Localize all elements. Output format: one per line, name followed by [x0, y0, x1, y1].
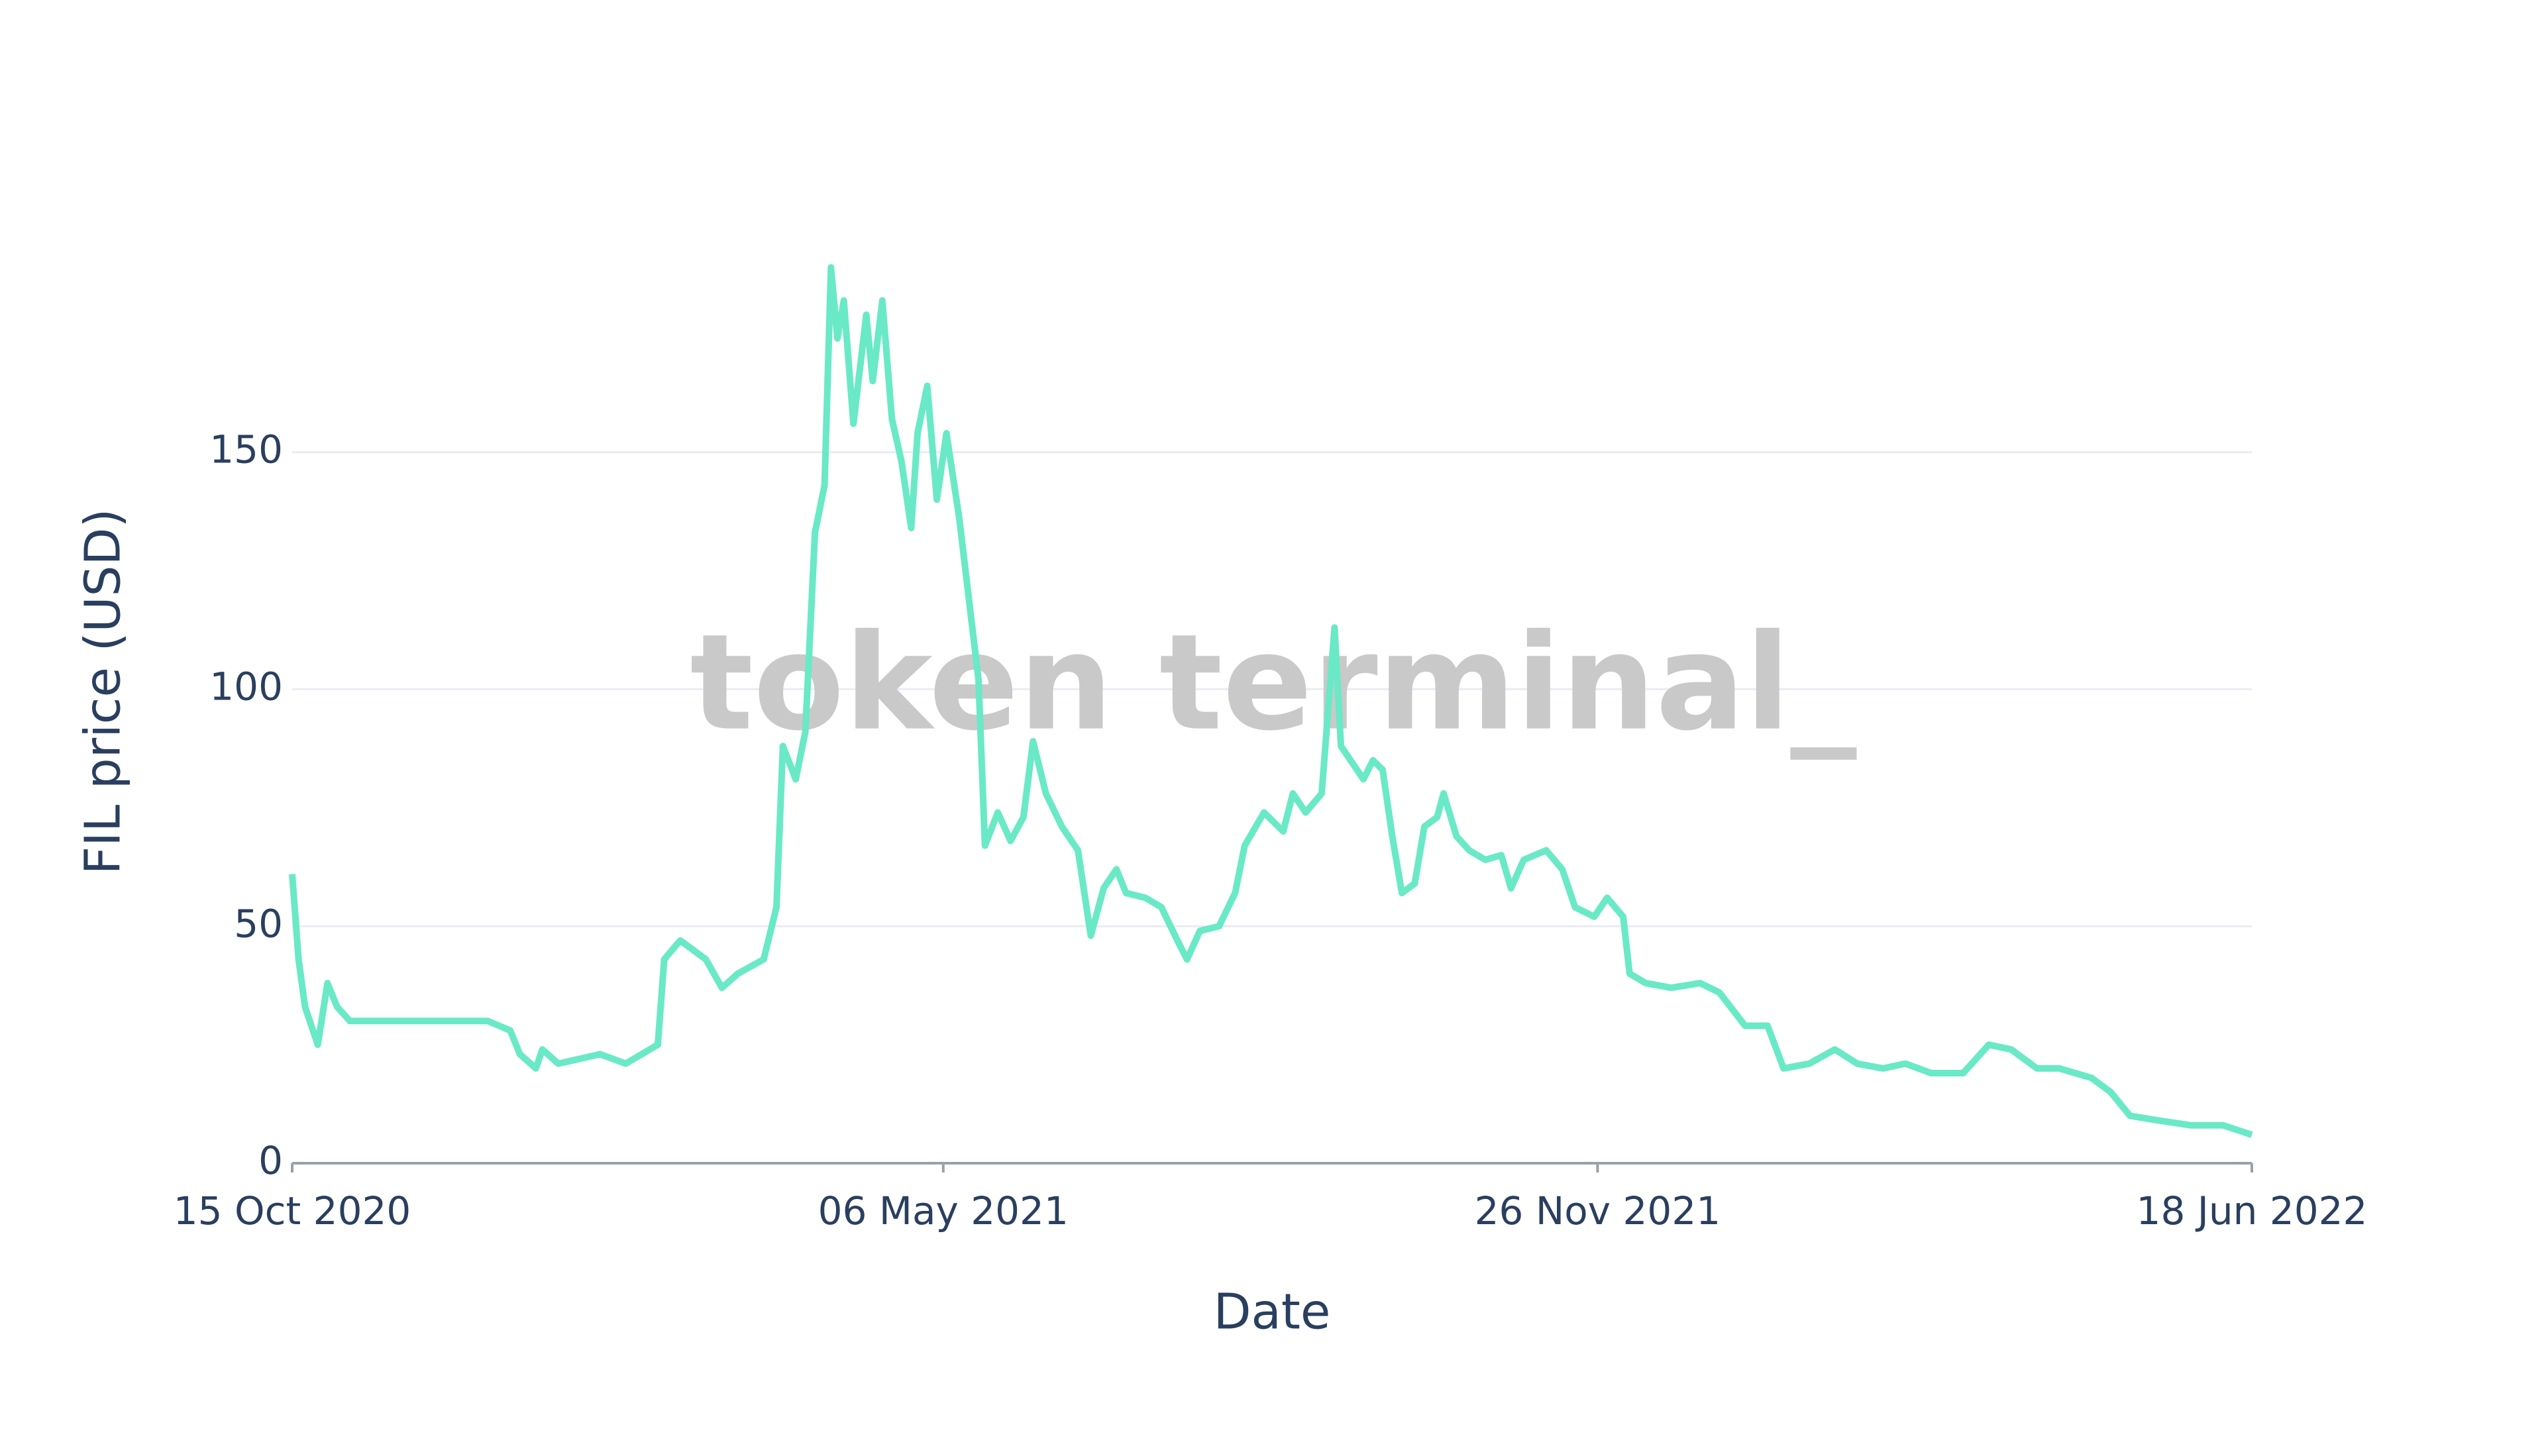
y-tick-label: 150 — [209, 427, 283, 472]
y-axis-title: FIL price (USD) — [75, 509, 132, 875]
price-line — [289, 264, 2253, 1138]
x-tick-label: 26 Nov 2021 — [1475, 1188, 1721, 1233]
watermark: token terminal_ — [690, 606, 1856, 760]
x-tick-label: 15 Oct 2020 — [174, 1188, 411, 1233]
y-tick-label: 0 — [258, 1138, 283, 1183]
x-tick-label: 18 Jun 2022 — [2137, 1188, 2368, 1233]
x-axis-title: Date — [1214, 1284, 1331, 1341]
x-tick-label: 06 May 2021 — [818, 1188, 1069, 1233]
y-tick-label: 100 — [209, 664, 283, 709]
y-tick-label: 50 — [234, 901, 283, 946]
